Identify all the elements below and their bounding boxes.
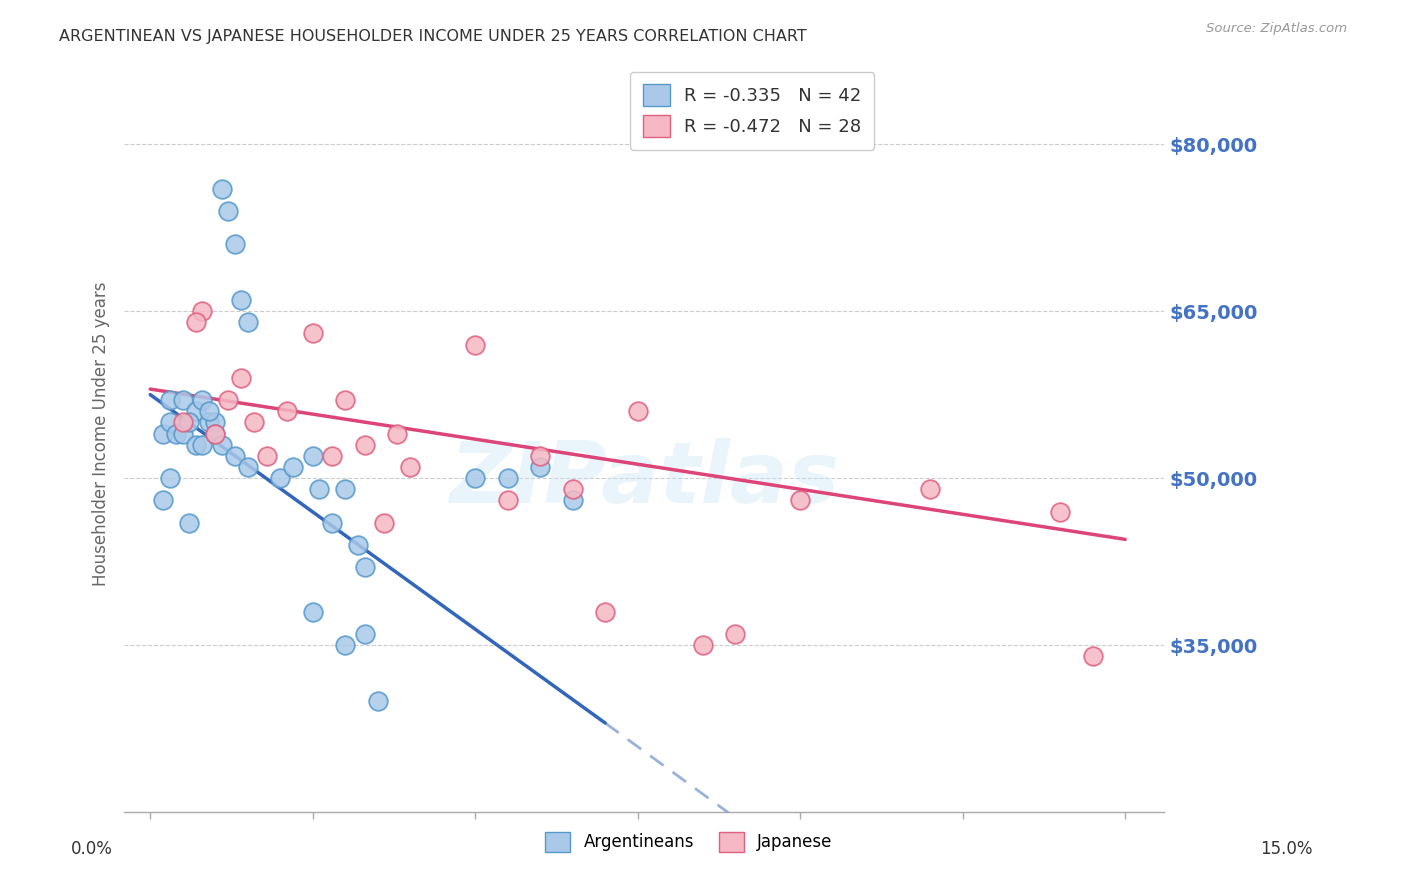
Point	[269, 471, 291, 485]
Point	[920, 483, 942, 497]
Point	[347, 538, 370, 552]
Legend: Argentineans, Japanese: Argentineans, Japanese	[538, 825, 839, 859]
Point	[464, 471, 486, 485]
Point	[353, 627, 375, 641]
Point	[301, 326, 323, 341]
Point	[321, 516, 343, 530]
Point	[1081, 649, 1104, 664]
Point	[789, 493, 811, 508]
Point	[159, 393, 181, 408]
Point	[373, 516, 395, 530]
Point	[172, 416, 194, 430]
Point	[172, 393, 194, 408]
Point	[236, 315, 259, 329]
Point	[224, 237, 246, 252]
Point	[224, 449, 246, 463]
Point	[529, 460, 551, 475]
Legend: R = -0.335   N = 42, R = -0.472   N = 28: R = -0.335 N = 42, R = -0.472 N = 28	[630, 71, 875, 150]
Point	[627, 404, 650, 418]
Point	[276, 404, 298, 418]
Point	[1049, 504, 1071, 518]
Point	[724, 627, 747, 641]
Y-axis label: Householder Income Under 25 years: Householder Income Under 25 years	[93, 281, 110, 586]
Point	[217, 204, 239, 219]
Point	[184, 404, 207, 418]
Text: ZIPatlas: ZIPatlas	[449, 437, 839, 521]
Point	[301, 605, 323, 619]
Point	[335, 483, 357, 497]
Text: 0.0%: 0.0%	[70, 840, 112, 858]
Point	[529, 449, 551, 463]
Point	[204, 426, 226, 441]
Point	[191, 438, 214, 452]
Point	[172, 426, 194, 441]
Point	[184, 438, 207, 452]
Point	[692, 638, 714, 652]
Point	[561, 493, 583, 508]
Point	[179, 516, 201, 530]
Point	[231, 293, 253, 307]
Point	[561, 483, 583, 497]
Text: 15.0%: 15.0%	[1260, 840, 1313, 858]
Point	[301, 449, 323, 463]
Point	[387, 426, 409, 441]
Point	[197, 416, 219, 430]
Point	[204, 426, 226, 441]
Text: ARGENTINEAN VS JAPANESE HOUSEHOLDER INCOME UNDER 25 YEARS CORRELATION CHART: ARGENTINEAN VS JAPANESE HOUSEHOLDER INCO…	[59, 29, 807, 44]
Point	[204, 416, 226, 430]
Point	[231, 371, 253, 385]
Point	[165, 426, 187, 441]
Point	[211, 182, 233, 196]
Point	[256, 449, 278, 463]
Point	[243, 416, 266, 430]
Point	[179, 416, 201, 430]
Point	[353, 438, 375, 452]
Point	[217, 393, 239, 408]
Point	[399, 460, 422, 475]
Point	[197, 404, 219, 418]
Point	[191, 393, 214, 408]
Text: Source: ZipAtlas.com: Source: ZipAtlas.com	[1206, 22, 1347, 36]
Point	[159, 471, 181, 485]
Point	[464, 337, 486, 351]
Point	[211, 438, 233, 452]
Point	[496, 493, 519, 508]
Point	[191, 304, 214, 318]
Point	[283, 460, 305, 475]
Point	[152, 493, 174, 508]
Point	[367, 694, 389, 708]
Point	[593, 605, 616, 619]
Point	[335, 638, 357, 652]
Point	[152, 426, 174, 441]
Point	[184, 315, 207, 329]
Point	[353, 560, 375, 574]
Point	[236, 460, 259, 475]
Point	[496, 471, 519, 485]
Point	[159, 416, 181, 430]
Point	[308, 483, 330, 497]
Point	[335, 393, 357, 408]
Point	[321, 449, 343, 463]
